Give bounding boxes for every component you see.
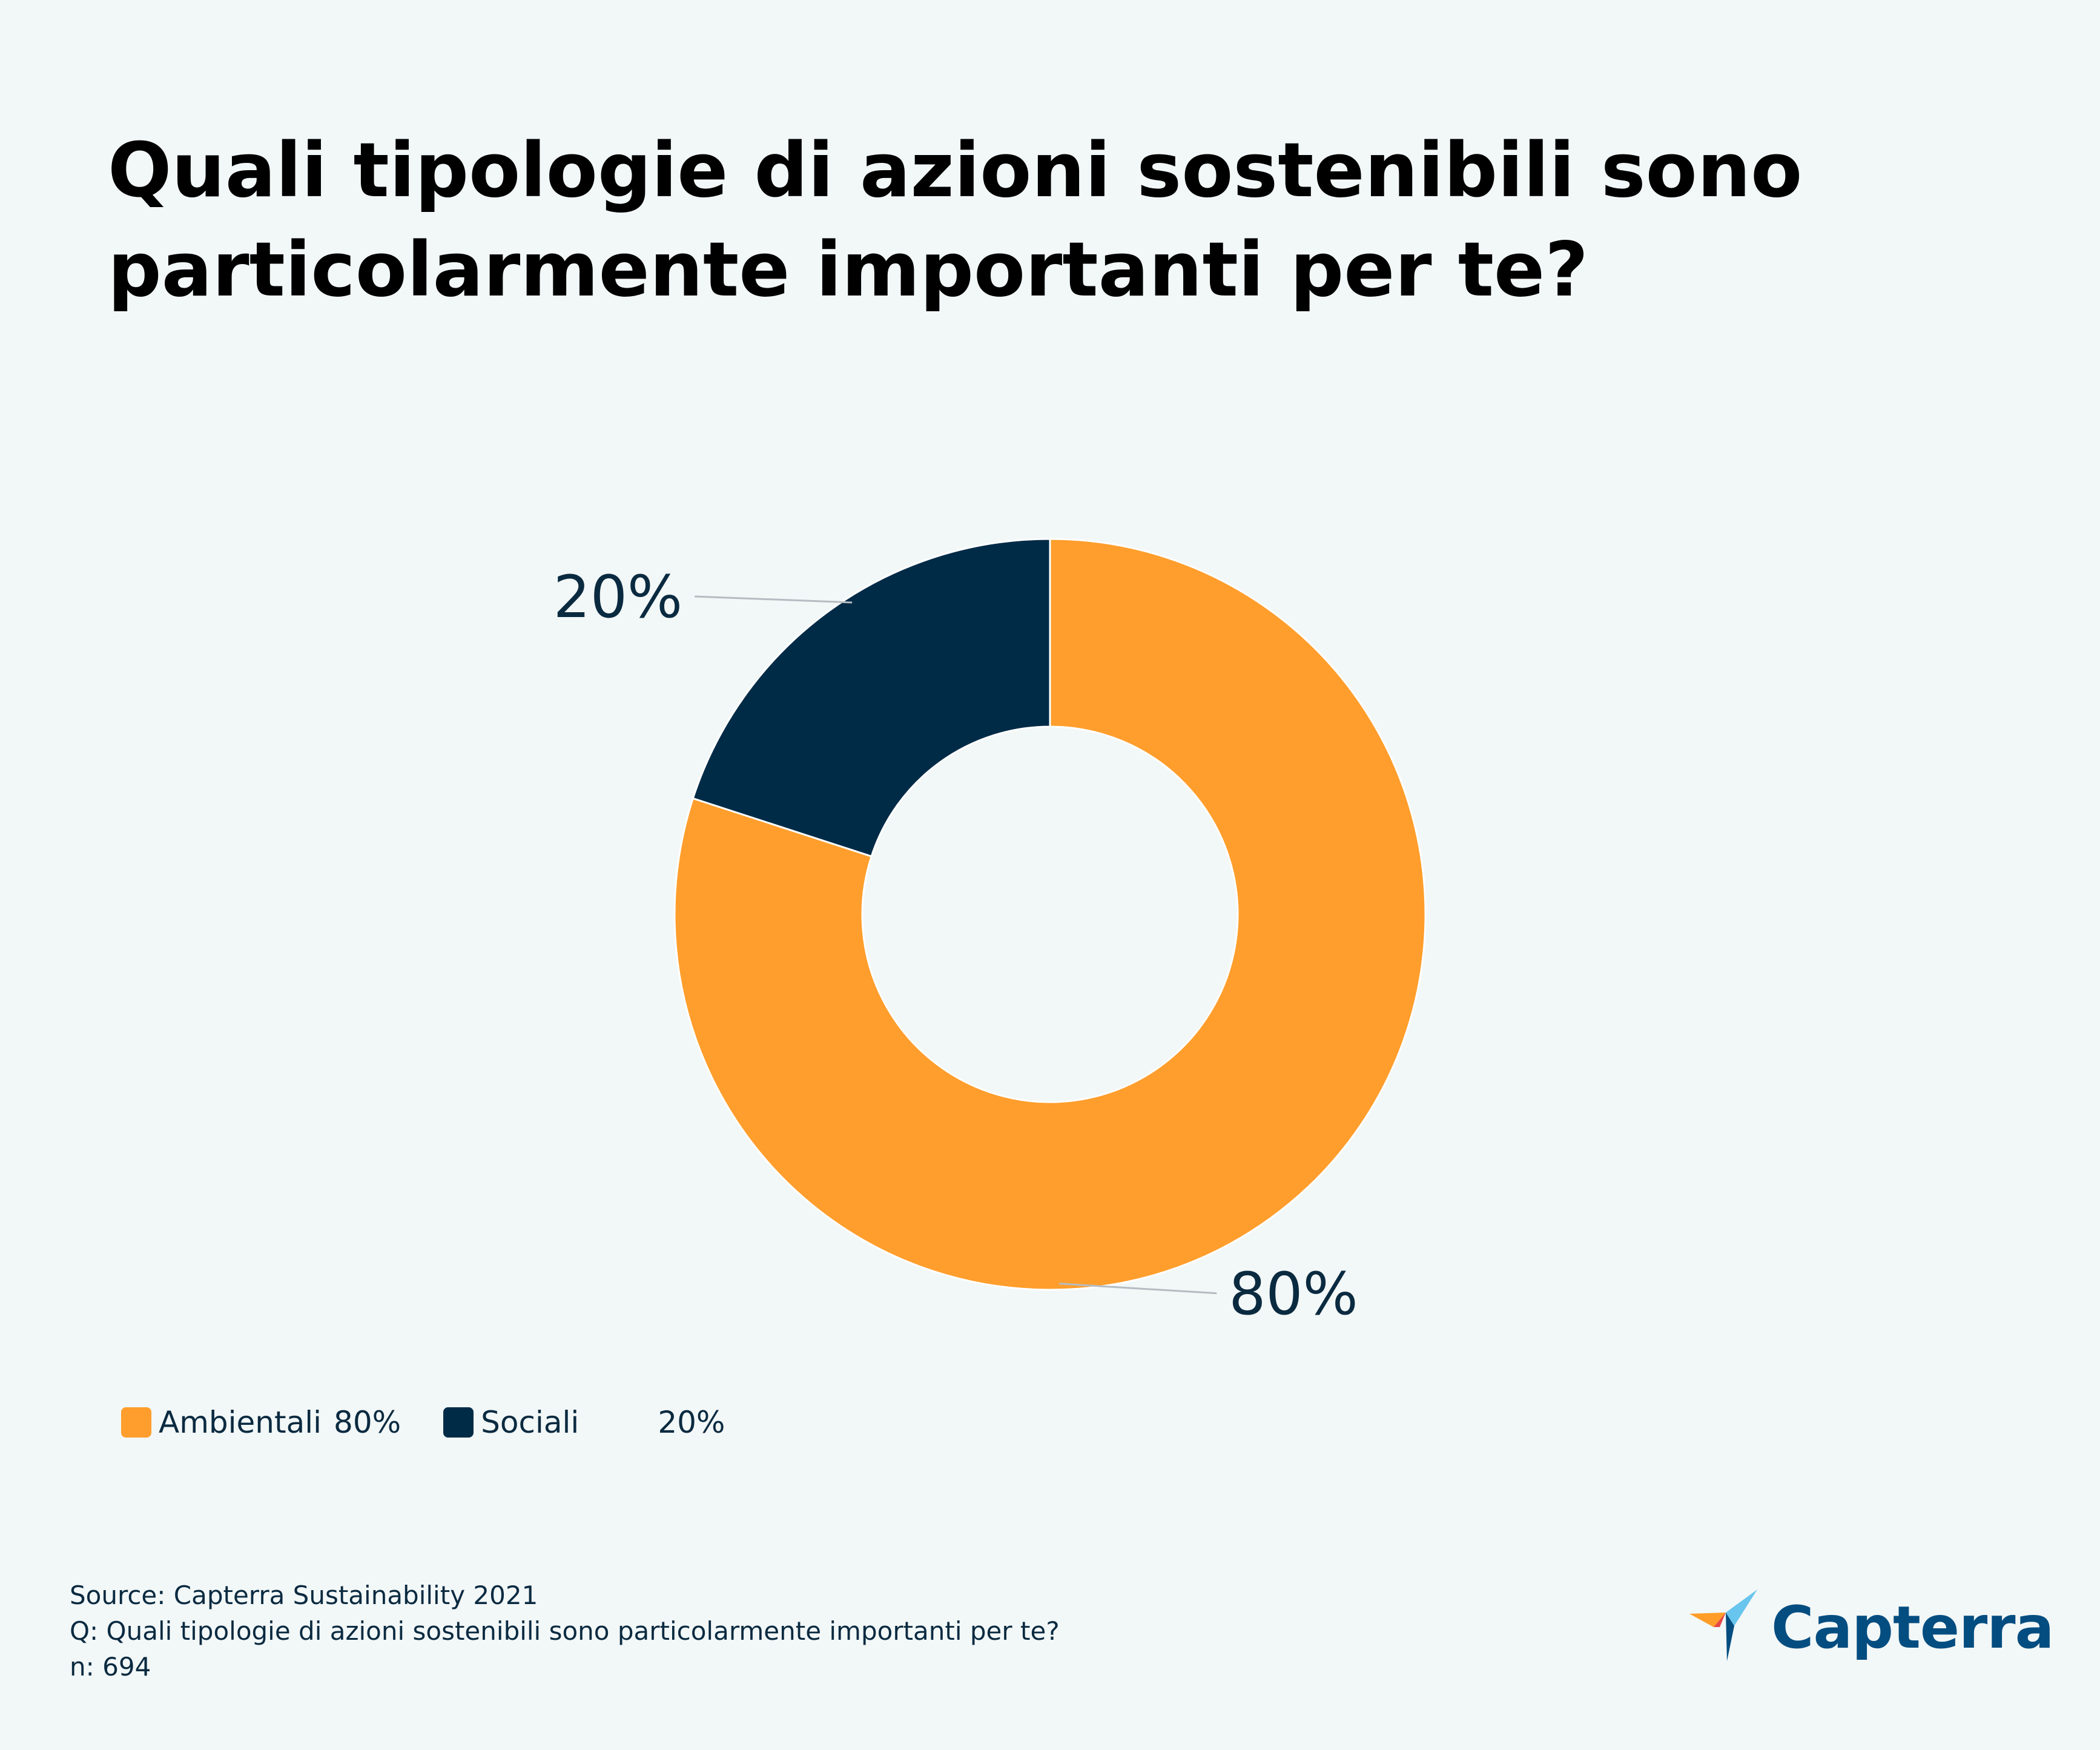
capterra-logo: Capterra [1689, 1590, 2054, 1665]
legend-swatch-ambientali [121, 1407, 151, 1438]
donut-chart: 80% 20% [553, 538, 1427, 1328]
logo-text: Capterra [1771, 1593, 2054, 1662]
leader-line-ambientali [1059, 1283, 1217, 1295]
sample-size-text: n: 694 [70, 1652, 151, 1682]
donut-slice-sociali [692, 538, 1051, 858]
data-label-sociali: 20% [553, 563, 682, 631]
source-text: Source: Capterra Sustainability 2021 [70, 1580, 538, 1610]
chart-footer: Source: Capterra Sustainability 2021 Q: … [70, 1577, 1060, 1685]
chart-legend: Ambientali 80% Sociali 20% [121, 1405, 767, 1440]
leader-line-sociali [695, 595, 853, 604]
legend-swatch-sociali [443, 1407, 474, 1438]
capterra-arrow-icon [1689, 1590, 1757, 1661]
legend-item-sociali: Sociali 20% [443, 1405, 725, 1440]
chart-title: Quali tipologie di azioni sostenibili so… [108, 127, 1803, 314]
data-label-ambientali: 80% [1229, 1260, 1358, 1328]
legend-item-ambientali: Ambientali 80% [121, 1405, 401, 1440]
legend-label-sociali: Sociali [481, 1405, 579, 1440]
legend-value-sociali: 20% [658, 1405, 725, 1440]
question-text: Q: Quali tipologie di azioni sostenibili… [70, 1616, 1060, 1646]
donut-slice-ambientali [673, 538, 1427, 1291]
legend-label-ambientali: Ambientali [159, 1405, 322, 1440]
legend-value-ambientali: 80% [334, 1405, 401, 1440]
